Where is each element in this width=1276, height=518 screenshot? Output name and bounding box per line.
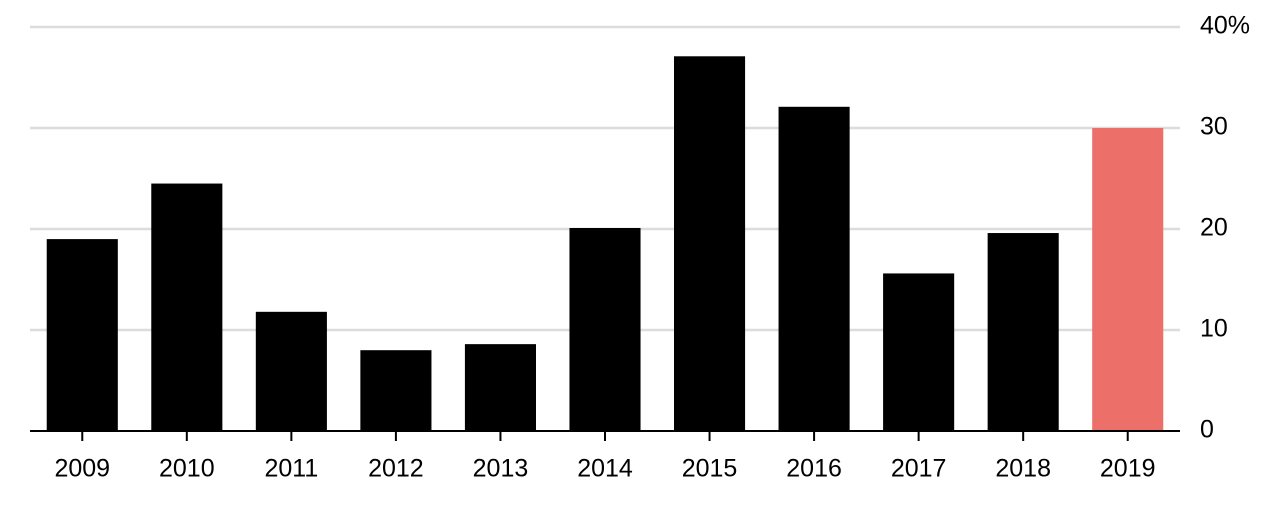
bar (46, 239, 118, 431)
x-tick-label: 2012 (368, 455, 424, 483)
bar (674, 56, 746, 431)
bar (883, 273, 955, 431)
x-tick-label: 2019 (1100, 455, 1156, 483)
x-tick-label: 2016 (786, 455, 842, 483)
bar (255, 311, 327, 431)
x-tick-label: 2009 (54, 455, 110, 483)
x-tick-label: 2018 (995, 455, 1051, 483)
bar (987, 233, 1059, 431)
x-tick-label: 2014 (577, 455, 633, 483)
x-tick-label: 2017 (891, 455, 947, 483)
bar (778, 106, 850, 431)
x-tick-label: 2010 (159, 455, 215, 483)
y-tick-label: 10 (1200, 315, 1228, 343)
bar (151, 183, 223, 431)
x-tick-label: 2013 (473, 455, 529, 483)
y-tick-label: 0 (1200, 416, 1214, 444)
bar (1092, 128, 1164, 431)
bar (464, 344, 536, 431)
bar (569, 227, 641, 431)
x-tick-label: 2015 (682, 455, 738, 483)
y-tick-label: 40% (1200, 12, 1250, 40)
bar (360, 350, 432, 431)
x-tick-label: 2011 (264, 455, 318, 483)
y-tick-label: 20 (1200, 214, 1228, 242)
y-tick-label: 30 (1200, 113, 1228, 141)
